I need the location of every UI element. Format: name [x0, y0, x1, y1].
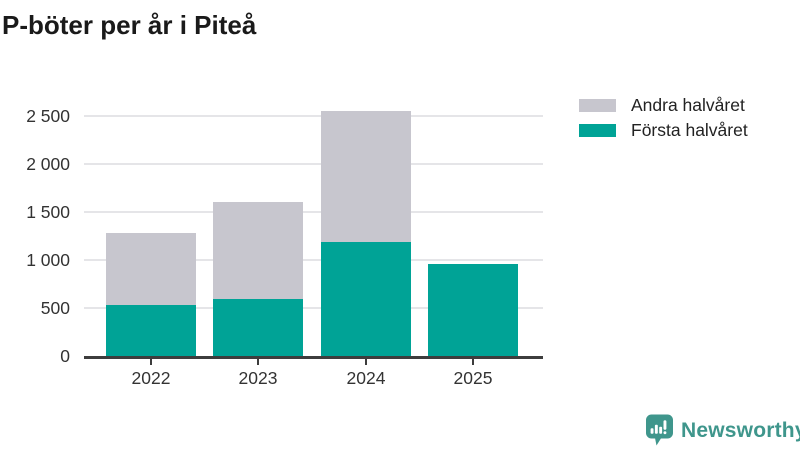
- x-axis-tick-mark: [257, 359, 259, 365]
- bar-2024-f-rsta-halv-ret-segment: [321, 241, 411, 356]
- x-axis-line: [84, 356, 543, 359]
- legend-label: Första halvåret: [631, 120, 748, 140]
- gridline: [84, 210, 543, 213]
- y-axis-tick-label: 2 000: [26, 153, 70, 174]
- legend-item-andra-halv-ret: Andra halvåret: [579, 95, 748, 115]
- x-axis-tick-mark: [150, 359, 152, 365]
- gridline: [84, 306, 543, 309]
- legend-swatch: [579, 98, 616, 112]
- chart-title: P-böter per år i Piteå: [2, 10, 257, 40]
- x-axis-tick-label: 2025: [453, 368, 493, 388]
- newsworthy-logo-text: Newsworthy: [681, 418, 800, 442]
- legend-item-f-rsta-halv-ret: Första halvåret: [579, 120, 748, 140]
- y-axis-tick-label: 0: [60, 346, 70, 366]
- y-axis-tick-label: 2 500: [26, 105, 70, 126]
- x-axis-tick-mark: [365, 359, 367, 365]
- x-axis-tick-label: 2022: [131, 368, 171, 388]
- gridline: [84, 162, 543, 165]
- bar-2022-andra-halv-ret-segment: [106, 232, 196, 305]
- newsworthy-speech-bubble-bar-chart-icon: [646, 414, 673, 446]
- x-axis-tick-mark: [472, 359, 474, 365]
- x-axis-tick-label: 2023: [238, 368, 278, 388]
- y-axis-tick-label: 1 000: [26, 249, 70, 270]
- y-axis-tick-label: 1 500: [26, 201, 70, 222]
- bar-2023-f-rsta-halv-ret-segment: [213, 299, 303, 356]
- legend-swatch: [579, 123, 616, 137]
- newsworthy-logo: Newsworthy: [645, 414, 800, 447]
- gridline: [84, 258, 543, 261]
- bar-2024-andra-halv-ret-segment: [321, 110, 411, 242]
- legend-label: Andra halvåret: [631, 95, 745, 115]
- bar-2022-f-rsta-halv-ret-segment: [106, 305, 196, 356]
- y-axis-tick-label: 500: [40, 297, 70, 318]
- chart-legend: Andra halvåret Första halvåret: [579, 95, 748, 140]
- bar-2023-andra-halv-ret-segment: [213, 202, 303, 300]
- x-axis-tick-label: 2024: [346, 368, 386, 388]
- bar-2025-f-rsta-halv-ret-segment: [428, 263, 518, 356]
- gridline: [84, 114, 543, 117]
